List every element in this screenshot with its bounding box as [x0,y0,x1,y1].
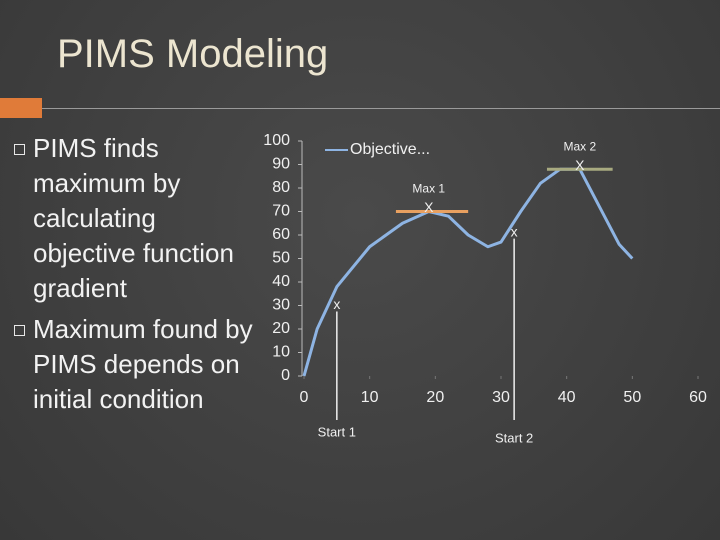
y-tick-label: 80 [272,179,290,196]
legend-label: Objective... [350,141,430,158]
y-tick-label: 50 [272,250,290,267]
y-tick-label: 90 [272,156,290,173]
y-tick-label: 60 [272,226,290,243]
x-tick-label: 30 [492,389,510,406]
bullet-marker [14,144,25,155]
y-tick-label: 70 [272,203,290,220]
x-tick-label: 0 [300,389,309,406]
y-tick-label: 10 [272,344,290,361]
max-label: Max 2 [563,139,596,153]
y-tick-label: 100 [263,132,290,149]
x-tick-label: 10 [361,389,379,406]
max-marker: X [424,199,434,215]
x-tick-label: 60 [689,389,707,406]
start-label: Start 1 [318,424,356,439]
x-tick-label: 40 [558,389,576,406]
x-tick-label: 20 [426,389,444,406]
y-tick-label: 20 [272,320,290,337]
title-rule [42,108,720,109]
bullet-marker [14,325,25,336]
start-label: Start 2 [495,430,533,445]
series-line [302,167,634,377]
start-marker: x [511,223,518,239]
start-marker: x [333,296,340,312]
bullet-text: Maximum found by PIMS depends on initial… [33,314,253,414]
y-tick-label: 30 [272,297,290,314]
y-tick-label: 40 [272,273,290,290]
slide-title: PIMS Modeling [57,32,329,76]
y-tick-label: 0 [281,367,290,384]
max-marker: X [575,157,585,173]
max-label: Max 1 [412,182,445,196]
x-tick-label: 50 [623,389,641,406]
bullet-text: PIMS finds maximum by calculating object… [33,133,234,303]
accent-bar [0,98,42,118]
